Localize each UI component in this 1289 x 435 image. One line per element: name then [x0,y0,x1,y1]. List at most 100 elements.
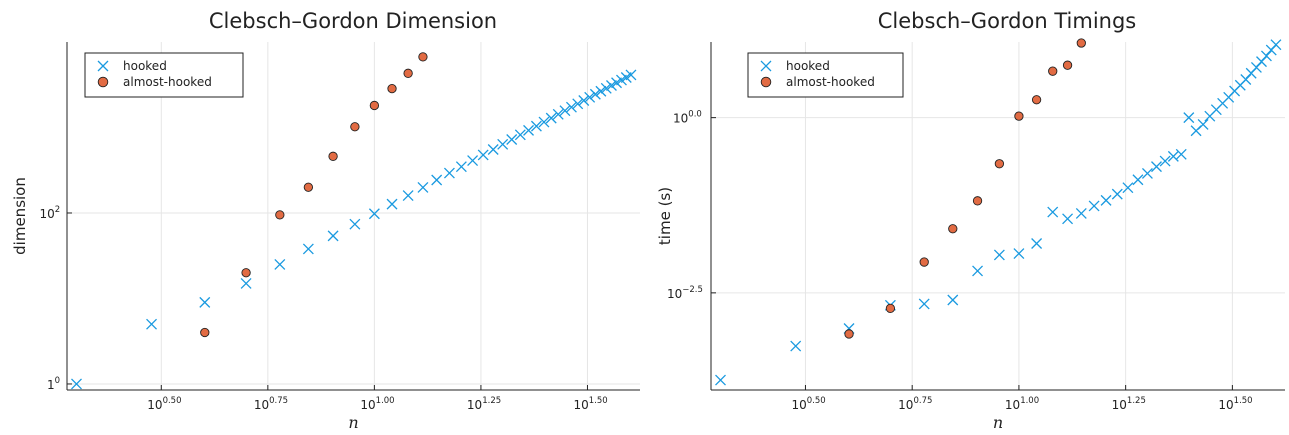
almost-hooked-point [1014,111,1024,121]
hooked-point [1183,112,1195,124]
hooked-point [1197,118,1209,130]
x-tick-label: 100.75 [254,396,288,412]
hooked-point [417,181,429,193]
almost-hooked-point [403,68,413,78]
almost-hooked-point [328,151,338,161]
hooked-point [514,129,526,141]
hooked-point [1047,206,1059,218]
x-tick-label: 101.00 [360,396,394,412]
legend-hooked-icon [97,60,109,72]
hooked-point [1270,39,1282,51]
almost-hooked-point [369,100,380,111]
hooked-point [146,318,158,330]
almost-hooked-point [1031,95,1042,105]
hooked-point [578,95,590,106]
legend-label: hooked [123,59,167,73]
y-tick-label: 100.0 [673,110,702,126]
hooked-point [1132,174,1144,186]
legend-box [84,52,244,98]
hooked-point [1100,194,1112,206]
hooked-point [477,149,489,161]
hooked-point [274,258,286,270]
hooked-point [1260,50,1272,62]
hooked-point [71,378,82,390]
chart-title: Clebsch–Gordon Timings [878,9,1136,33]
hooked-point [918,298,930,310]
hooked-point [530,120,542,132]
y-axis-label: time (s) [656,187,674,245]
almost-hooked-point [303,182,314,192]
hooked-point [1111,188,1123,200]
y-tick-label: 10 [47,376,60,392]
hooked-point [552,108,564,120]
legend-label: almost-hooked [786,75,875,89]
x-tick-label: 101.50 [573,396,607,412]
hooked-point [1075,207,1087,219]
hooked-point [600,82,612,94]
hooked-point [402,190,414,201]
almost-hooked-point [1048,66,1058,76]
hooked-point [443,167,455,179]
hooked-point [240,277,252,289]
x-tick-label: 100.50 [791,396,825,412]
hooked-point [565,101,577,113]
hooked-point [545,112,557,124]
almost-hooked-point [919,257,929,267]
hooked-point [506,134,518,145]
legend-box [747,52,904,98]
x-tick-label: 101.25 [1112,396,1146,412]
hooked-point [1151,161,1162,173]
almost-hooked-point [844,329,854,339]
x-axis-label: n [348,413,358,432]
hooked-point [538,116,550,128]
hooked-point [1122,182,1134,194]
x-tick-label: 100.50 [147,396,181,412]
almost-hooked-point [972,196,983,206]
x-tick-label: 101.00 [1005,396,1039,412]
hooked-point [589,88,601,100]
almost-hooked-point [1076,38,1086,48]
hooked-point [1141,167,1153,179]
hooked-point [790,340,802,352]
x-tick-label: 100.75 [898,396,932,412]
almost-hooked-point [948,224,958,234]
hooked-point [993,249,1005,261]
hooked-point [386,198,398,210]
hooked-point [595,85,607,97]
chart-title: Clebsch–Gordon Dimension [209,9,497,33]
almost-hooked-point [200,327,210,338]
hooked-point [584,91,596,103]
almost-hooked-point [241,268,251,278]
legend-hooked-icon [760,60,772,72]
hooked-point [302,243,314,255]
hooked-point [1088,200,1100,212]
dimension-plot: Clebsch–Gordon Dimension 100.50 100.75 101.… [11,9,640,432]
hooked-point [349,218,361,230]
hooked-point [625,69,637,81]
legend-label: almost-hooked [123,75,212,89]
x-tick-label: 101.50 [1218,396,1252,412]
x-tick-label: 101.25 [467,396,501,412]
almost-hooked-point [350,122,360,132]
legend-label: hooked [786,59,830,73]
hooked-point [431,174,443,186]
hooked-point [1031,238,1043,249]
y-tick-label: 102 [40,205,61,221]
almost-hooked-point [994,159,1005,169]
hooked-point [611,77,622,89]
hooked-point [972,265,984,277]
almost-hooked-point [418,52,428,62]
hooked-point [1175,148,1187,160]
hooked-point [455,161,467,173]
hooked-point [1159,155,1171,167]
hooked-point [606,80,617,91]
hooked-point [1013,248,1025,260]
almost-hooked-point [885,303,896,314]
legend-almost-hooked-icon [760,76,772,88]
timings-plot: Clebsch–Gordon Timings 100.50 100.75 101.00… [656,9,1285,432]
hooked-point [467,155,479,167]
x-axis-label: n [993,413,1003,432]
hooked-point [523,124,535,136]
almost-hooked-point [1062,60,1073,70]
